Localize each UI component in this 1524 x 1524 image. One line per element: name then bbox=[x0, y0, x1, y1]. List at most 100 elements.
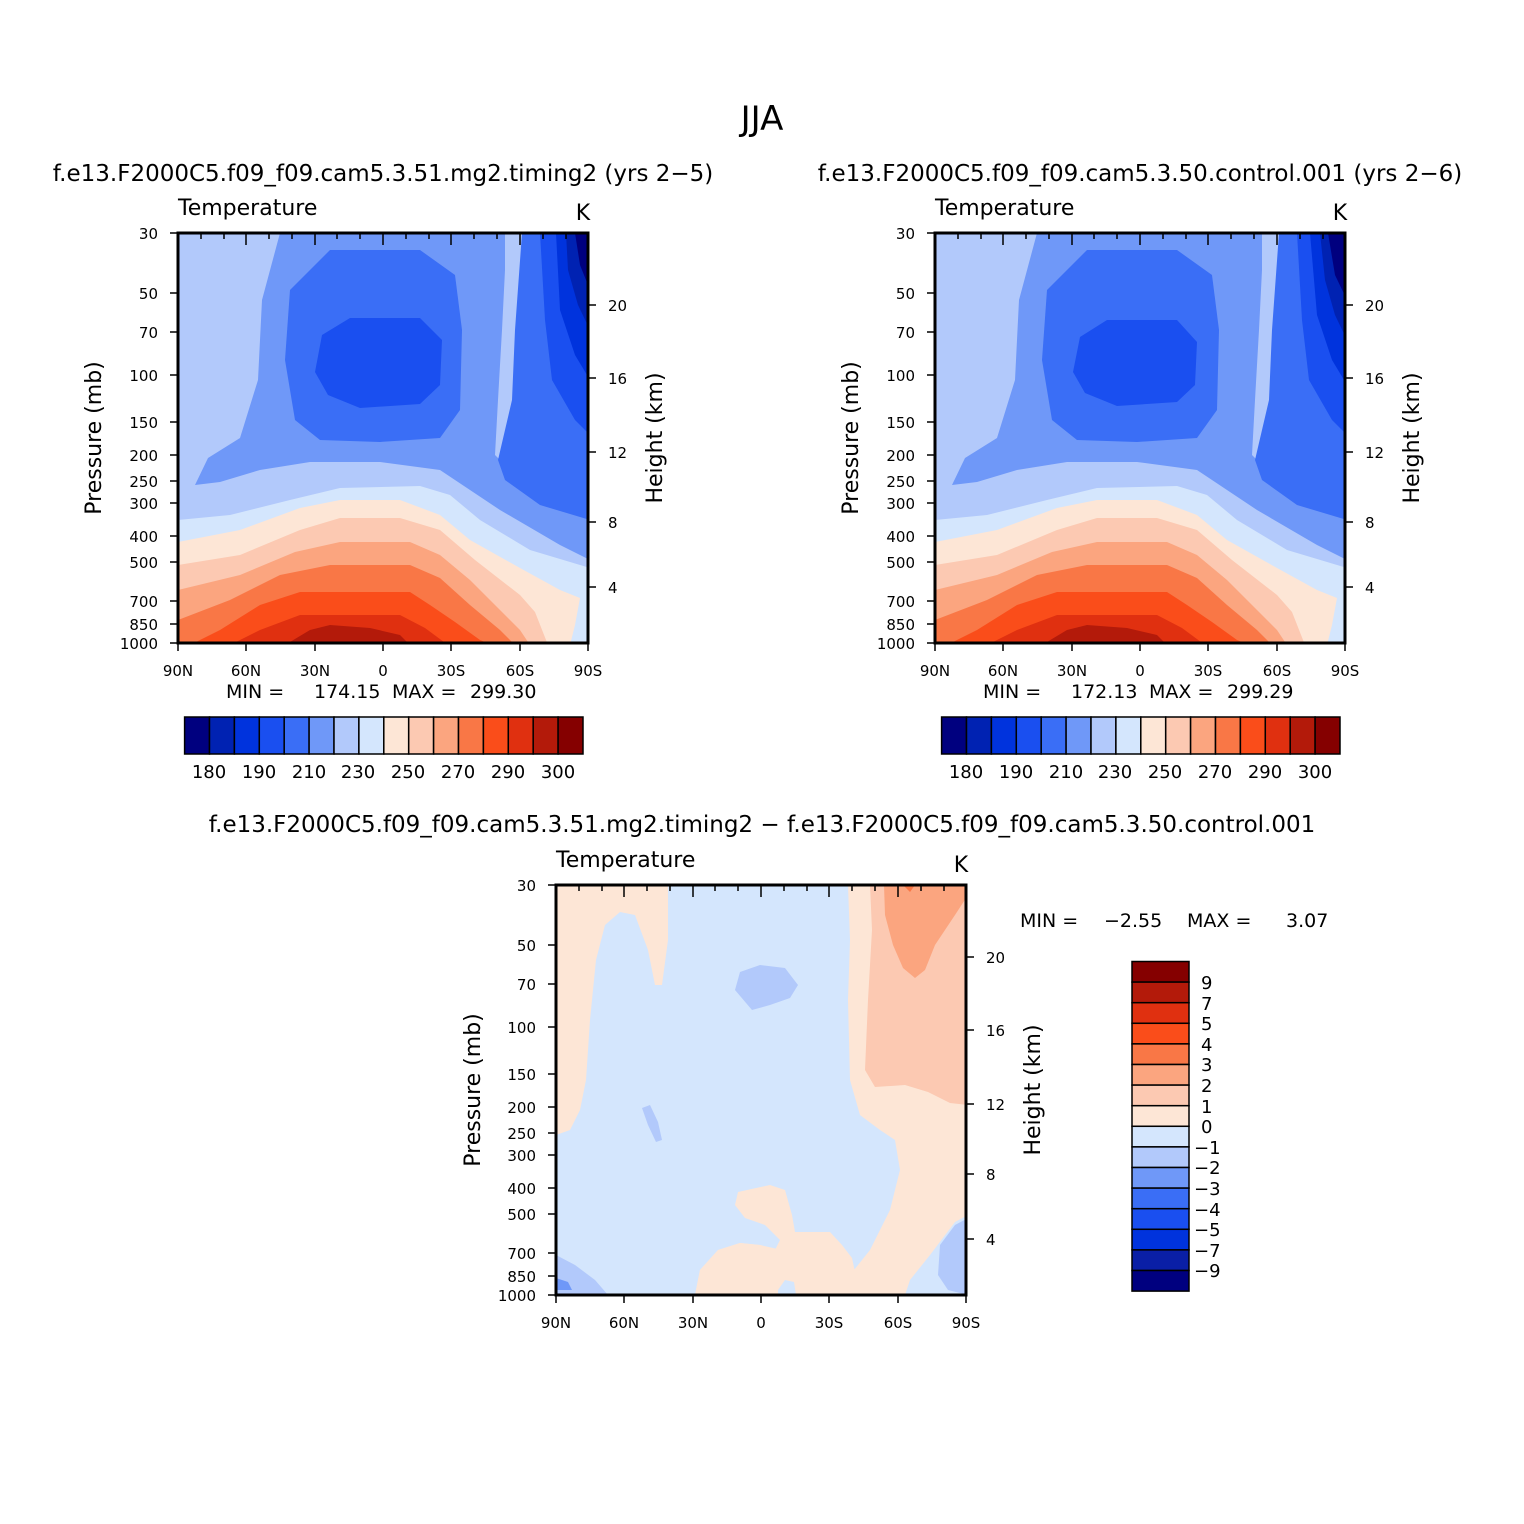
fill-level-160-sh bbox=[575, 233, 588, 285]
run-title: f.e13.F2000C5.f09_f09.cam5.3.50.control.… bbox=[818, 161, 1462, 187]
y-tick-label: 850 bbox=[129, 616, 158, 634]
y2-tick-label: 8 bbox=[986, 1166, 996, 1184]
run-title: f.e13.F2000C5.f09_f09.cam5.3.51.mg2.timi… bbox=[209, 812, 1316, 838]
panel-top-left: f.e13.F2000C5.f09_f09.cam5.3.51.mg2.timi… bbox=[53, 161, 714, 783]
ticks bbox=[927, 232, 1353, 651]
colorbar-box bbox=[258, 716, 285, 755]
y-tick-label: 1000 bbox=[877, 635, 915, 653]
contour-field bbox=[935, 233, 1345, 643]
y-tick-label: 150 bbox=[129, 414, 158, 432]
max-label: MAX = bbox=[1187, 910, 1251, 932]
x-tick-labels: 90N 60N 30N 0 30S 60S 90S bbox=[920, 662, 1359, 680]
y2-axis-label: Height (km) bbox=[1400, 372, 1425, 503]
colorbar-box bbox=[1131, 981, 1190, 1004]
colorbar-label: 1 bbox=[1201, 1097, 1212, 1118]
y-tick-label: 70 bbox=[139, 324, 158, 342]
y-tick-label: 500 bbox=[129, 554, 158, 572]
x-tick-labels: 90N 60N 30N 0 30S 60S 90S bbox=[163, 662, 602, 680]
colorbar-label: −3 bbox=[1194, 1179, 1221, 1200]
colorbar-box bbox=[1131, 1001, 1190, 1025]
colorbar-label: −2 bbox=[1194, 1158, 1221, 1179]
y2-tick-label: 12 bbox=[986, 1096, 1005, 1114]
x-tick-label: 90N bbox=[163, 662, 193, 680]
y2-tick-labels: 4 8 12 16 20 bbox=[1365, 297, 1384, 597]
colorbar-box bbox=[482, 716, 510, 755]
y-tick-label: 150 bbox=[886, 414, 915, 432]
y-tick-labels: 30 50 70 100 150 200 250 300 400 500 700… bbox=[877, 225, 915, 653]
y2-axis-label: Height (km) bbox=[643, 372, 668, 503]
fill-level-minus1-to-minus2-bottom bbox=[778, 1280, 796, 1295]
x-tick-label: 60S bbox=[884, 1314, 913, 1332]
colorbar-box bbox=[1131, 1187, 1190, 1210]
figure-title: JJA bbox=[739, 99, 784, 139]
x-tick-label: 30S bbox=[437, 662, 466, 680]
x-tick-label: 30S bbox=[815, 1314, 844, 1332]
y-tick-label: 400 bbox=[129, 528, 158, 546]
run-title: f.e13.F2000C5.f09_f09.cam5.3.51.mg2.timi… bbox=[53, 161, 714, 187]
colorbar-box bbox=[358, 716, 385, 755]
y-tick-label: 250 bbox=[507, 1125, 536, 1143]
fill-level-3-to-4 bbox=[903, 885, 915, 892]
y-tick-label: 150 bbox=[507, 1066, 536, 1084]
y-tick-label: 700 bbox=[129, 593, 158, 611]
y-tick-label: 400 bbox=[507, 1180, 536, 1198]
colorbar-label: 270 bbox=[1198, 762, 1232, 783]
x-tick-label: 30N bbox=[678, 1314, 708, 1332]
colorbar-box bbox=[1115, 716, 1142, 755]
colorbar-label: 300 bbox=[541, 762, 575, 783]
y-tick-label: 250 bbox=[129, 473, 158, 491]
colorbar-label: −9 bbox=[1194, 1261, 1221, 1282]
colorbar-label: 0 bbox=[1201, 1117, 1212, 1138]
colorbar-box bbox=[1015, 716, 1042, 755]
colorbar-box bbox=[1131, 1063, 1190, 1086]
y2-tick-labels: 4 8 12 16 20 bbox=[608, 297, 627, 597]
colorbar-box bbox=[333, 716, 360, 755]
y-tick-labels: 30 50 70 100 150 200 250 300 400 500 700… bbox=[120, 225, 158, 653]
y-tick-label: 50 bbox=[896, 285, 915, 303]
colorbar-label: 210 bbox=[1049, 762, 1083, 783]
min-label: MIN = bbox=[226, 681, 284, 703]
colorbar-label: 4 bbox=[1201, 1035, 1212, 1056]
fill-level-minus1-to-minus2-tropic bbox=[735, 965, 798, 1010]
colorbar-label: −5 bbox=[1194, 1220, 1221, 1241]
y-tick-label: 850 bbox=[507, 1268, 536, 1286]
y-tick-labels: 30 50 70 100 150 200 250 300 400 500 700… bbox=[498, 877, 536, 1305]
y-tick-label: 500 bbox=[507, 1206, 536, 1224]
colorbar-label: 9 bbox=[1201, 973, 1212, 994]
colorbar-label: 180 bbox=[949, 762, 983, 783]
variable-label: Temperature bbox=[177, 196, 317, 221]
colorbar-label: 210 bbox=[292, 762, 326, 783]
colorbar-box bbox=[1239, 716, 1267, 755]
colorbar-box bbox=[432, 716, 460, 755]
fill-level-minus2-to-minus3-sw bbox=[556, 1278, 572, 1290]
x-tick-label: 60S bbox=[506, 662, 535, 680]
panel-bottom-difference: f.e13.F2000C5.f09_f09.cam5.3.51.mg2.timi… bbox=[209, 812, 1329, 1332]
colorbar-box bbox=[1065, 716, 1092, 755]
x-tick-label: 90S bbox=[1331, 662, 1360, 680]
fill-level-190 bbox=[315, 318, 442, 408]
colorbar-label: 300 bbox=[1298, 762, 1332, 783]
x-tick-label: 0 bbox=[756, 1314, 766, 1332]
colorbar-box bbox=[208, 716, 236, 755]
fill-level-minus1-to-minus2-se bbox=[938, 1219, 966, 1295]
colorbar-box bbox=[308, 716, 335, 755]
fill-level-1-to-2 bbox=[865, 885, 966, 1105]
y2-tick-label: 20 bbox=[986, 949, 1005, 967]
colorbar-box bbox=[1140, 716, 1167, 755]
y-tick-label: 200 bbox=[507, 1099, 536, 1117]
colorbar-box bbox=[1131, 1084, 1190, 1107]
max-value: 299.30 bbox=[470, 681, 536, 703]
colorbar-label: −4 bbox=[1194, 1200, 1221, 1221]
y-tick-label: 200 bbox=[129, 447, 158, 465]
x-tick-label: 60S bbox=[1263, 662, 1292, 680]
min-value: 174.15 bbox=[314, 681, 380, 703]
x-tick-label: 60N bbox=[231, 662, 261, 680]
y-tick-label: 30 bbox=[139, 225, 158, 243]
colorbar-box bbox=[1264, 716, 1291, 755]
fill-level-295 bbox=[1045, 625, 1165, 643]
colorbar-box bbox=[1040, 716, 1067, 755]
fill-level-0-to-1-mid bbox=[695, 1185, 860, 1295]
colorbar-box bbox=[1189, 716, 1217, 755]
variable-label: Temperature bbox=[555, 848, 695, 873]
colorbar-label: 7 bbox=[1201, 994, 1212, 1015]
